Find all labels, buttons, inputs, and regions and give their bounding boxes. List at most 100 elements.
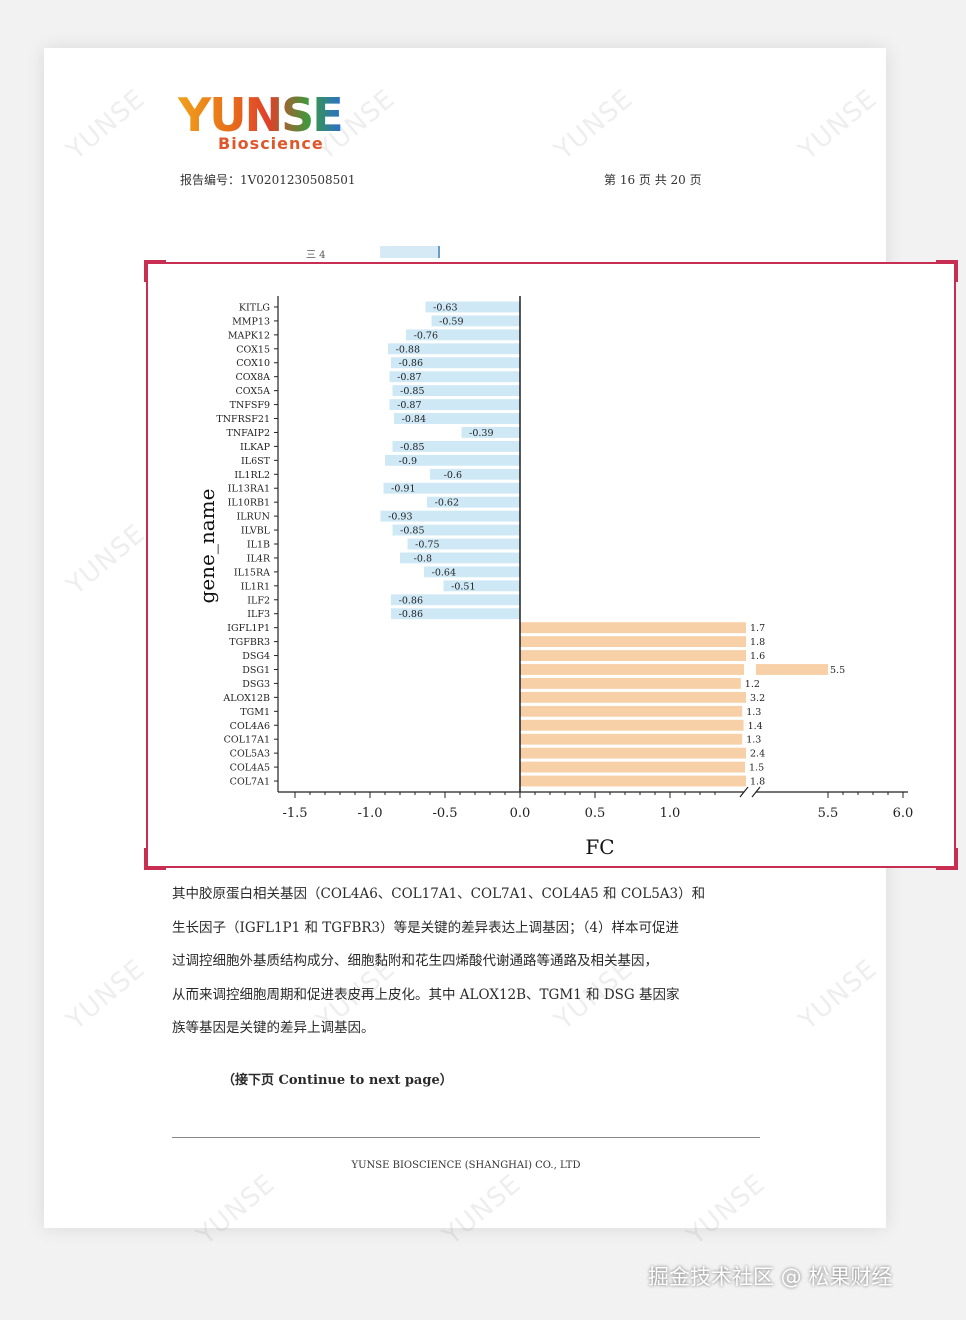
bar-il10rb1 bbox=[427, 496, 520, 508]
footer-company: YUNSE BIOSCIENCE (SHANGHAI) CO., LTD bbox=[351, 1160, 581, 1171]
bar-dsg3 bbox=[520, 677, 741, 689]
bar-cox10 bbox=[391, 357, 520, 369]
category-label: IL13RA1 bbox=[228, 484, 270, 495]
bar-il13ra1 bbox=[383, 482, 520, 494]
category-label: COL17A1 bbox=[224, 735, 270, 746]
bar-ilf3 bbox=[391, 608, 520, 620]
bar-dsg4 bbox=[520, 650, 746, 661]
category-label: ILKAP bbox=[240, 442, 271, 453]
fc-bar-chart: KITLG -0.63 MMP13 -0.59 MAPK12 -0.76 COX15 -0.8… bbox=[195, 296, 914, 859]
x-tick-label: 0.5 bbox=[585, 806, 606, 821]
bar-ilkap bbox=[392, 440, 520, 452]
continue-note: （接下页 Continue to next page） bbox=[222, 1073, 453, 1088]
company-logo: YUNSE Bioscience bbox=[178, 88, 344, 153]
category-label: COL5A3 bbox=[230, 749, 270, 760]
value-label: 1.3 bbox=[746, 707, 761, 718]
paragraph-line: 其中胶原蛋白相关基因（COL4A6、COL17A1、COL7A1、COL4A5 … bbox=[172, 886, 706, 902]
frame-corner bbox=[144, 260, 166, 282]
chart-frame: KITLG -0.63 MMP13 -0.59 MAPK12 -0.76 COX15 -0.8… bbox=[144, 260, 958, 870]
category-label: COX10 bbox=[236, 358, 270, 369]
category-label: IL1R1 bbox=[241, 581, 270, 592]
logo-wordmark: YUNSE bbox=[178, 88, 344, 142]
category-label: DSG4 bbox=[242, 651, 270, 662]
source-credit: 掘金技术社区 @ 松果财经 bbox=[648, 1265, 893, 1289]
value-label: 1.4 bbox=[748, 721, 763, 732]
category-label: TGM1 bbox=[240, 707, 270, 718]
value-label: -0.62 bbox=[435, 498, 459, 509]
category-label: IL15RA bbox=[234, 567, 270, 578]
value-label: -0.8 bbox=[414, 553, 432, 564]
value-label: 1.5 bbox=[749, 763, 764, 774]
category-label: COX15 bbox=[236, 344, 270, 355]
frame-corner bbox=[144, 848, 166, 870]
category-label: IGFL1P1 bbox=[227, 623, 270, 634]
bar-col5a3 bbox=[520, 747, 746, 759]
value-label: -0.85 bbox=[400, 386, 424, 397]
value-label: -0.59 bbox=[439, 316, 463, 327]
axis-break-mark bbox=[751, 786, 761, 798]
paragraph-line: 过调控细胞外基质结构成分、细胞黏附和花生四烯酸代谢通路等通路及相关基因， bbox=[172, 953, 658, 969]
bar-dsg1 bbox=[520, 664, 744, 675]
category-label: ALOX12B bbox=[222, 693, 270, 704]
value-label: -0.75 bbox=[415, 540, 439, 551]
value-label: 1.6 bbox=[750, 651, 765, 662]
value-label: -0.63 bbox=[433, 302, 457, 313]
x-tick-label: -1.5 bbox=[282, 806, 307, 821]
bar-cox5a bbox=[392, 385, 520, 397]
category-label: KITLG bbox=[239, 302, 270, 313]
bar-col4a6 bbox=[520, 719, 744, 731]
frame-corner bbox=[936, 260, 958, 282]
value-label: -0.76 bbox=[414, 330, 438, 341]
bar-kitlg bbox=[425, 301, 520, 313]
value-label: -0.93 bbox=[388, 512, 412, 523]
category-label: TGFBR3 bbox=[229, 637, 270, 648]
frame-corner bbox=[936, 848, 958, 870]
category-label: MAPK12 bbox=[228, 330, 270, 341]
value-label: -0.88 bbox=[396, 344, 420, 355]
logo-subtitle: Bioscience bbox=[218, 134, 324, 153]
bar-il1rl2 bbox=[430, 468, 520, 480]
category-label: MMP13 bbox=[232, 316, 270, 327]
value-label: 1.2 bbox=[745, 679, 760, 690]
paragraph-line: 生长因子（IGFL1P1 和 TGFBR3）等是关键的差异表达上调基因；（4）样… bbox=[172, 919, 679, 936]
value-label: -0.39 bbox=[469, 428, 493, 439]
category-label: TNFSF9 bbox=[230, 400, 270, 411]
report-number: 报告编号：1V0201230508501 bbox=[180, 173, 356, 187]
bar-ilf2 bbox=[391, 594, 520, 606]
bar-col7a1 bbox=[520, 775, 746, 787]
category-label: ILF2 bbox=[247, 595, 270, 606]
category-label: ILVBL bbox=[241, 526, 271, 537]
bar-col4a5 bbox=[520, 761, 745, 773]
paragraph-line: 族等基因是关键的差异上调基因。 bbox=[172, 1020, 375, 1036]
bar-tnfsf9 bbox=[389, 399, 520, 411]
x-tick-label: -1.0 bbox=[357, 806, 382, 821]
paragraph-line: 从而来调控细胞周期和促进表皮再上皮化。其中 ALOX12B、TGM1 和 DSG… bbox=[172, 986, 680, 1003]
body-paragraph: 其中胶原蛋白相关基因（COL4A6、COL17A1、COL7A1、COL4A5 … bbox=[172, 878, 742, 1046]
bar-tnfrsf21 bbox=[394, 413, 520, 424]
x-tick-label: 6.0 bbox=[893, 806, 914, 821]
bar-tnfaip2 bbox=[461, 427, 520, 438]
bar-col17a1 bbox=[520, 733, 743, 745]
x-tick-label: -0.5 bbox=[432, 806, 457, 821]
page-number: 第 16 页 共 20 页 bbox=[604, 173, 702, 187]
value-label: -0.85 bbox=[400, 526, 424, 537]
category-label: COL4A5 bbox=[230, 763, 270, 774]
category-label: DSG1 bbox=[242, 665, 270, 676]
bar-il4r bbox=[400, 552, 520, 564]
value-label: 1.8 bbox=[750, 777, 765, 788]
x-axis-title: FC bbox=[585, 835, 614, 859]
axis-break-mark bbox=[739, 786, 749, 798]
value-label: -0.84 bbox=[402, 414, 426, 425]
x-tick-label: 5.5 bbox=[818, 806, 839, 821]
bar-mmp13 bbox=[431, 315, 520, 327]
category-label: COX8A bbox=[235, 372, 270, 383]
value-label: -0.64 bbox=[432, 567, 456, 578]
value-label: -0.6 bbox=[444, 470, 462, 481]
value-label: -0.9 bbox=[399, 456, 417, 467]
value-label: -0.86 bbox=[399, 595, 423, 606]
value-label: 1.3 bbox=[746, 735, 761, 746]
value-label: 2.4 bbox=[750, 749, 765, 760]
category-label: ILF3 bbox=[247, 609, 270, 620]
value-label: -0.51 bbox=[451, 581, 475, 592]
category-label: COL7A1 bbox=[230, 777, 270, 788]
